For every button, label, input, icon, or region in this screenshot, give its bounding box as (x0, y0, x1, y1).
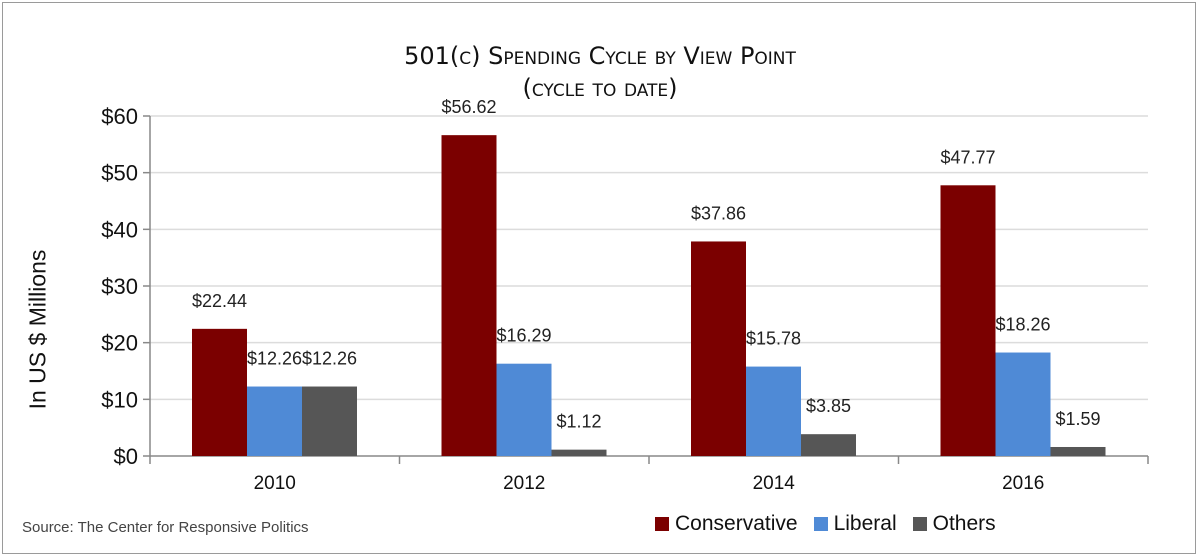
data-label: $18.26 (995, 315, 1050, 335)
bar-liberal-2014 (746, 366, 801, 456)
data-label: $47.77 (940, 147, 995, 167)
x-tick-label: 2010 (254, 473, 296, 494)
legend-label: Liberal (833, 512, 897, 535)
bar-conservative-2016 (940, 185, 996, 456)
bar-liberal-2010 (247, 386, 302, 456)
x-tick-label: 2014 (753, 473, 796, 494)
legend-swatch (912, 517, 927, 531)
bar-conservative-2012 (441, 135, 497, 457)
data-label: $16.29 (496, 326, 551, 346)
data-label: $1.59 (1055, 409, 1100, 429)
chart-title: 501(c) Spending Cycle by View Point (cyc… (0, 40, 1200, 104)
bar-others-2016 (1050, 446, 1106, 456)
data-label: $12.26 (302, 349, 357, 369)
bar-conservative-2010 (192, 328, 247, 456)
data-label: $12.26 (247, 349, 302, 369)
legend-item-liberal: Liberal (813, 512, 897, 536)
legend: Conservative Liberal Others (655, 512, 996, 536)
legend-label: Conservative (675, 512, 798, 535)
legend-swatch (655, 517, 669, 531)
legend-swatch (813, 517, 828, 531)
bar-conservative-2014 (691, 241, 746, 456)
legend-item-conservative: Conservative (655, 512, 798, 536)
x-tick-label: 2012 (503, 473, 545, 494)
bar-liberal-2012 (496, 363, 552, 456)
legend-item-others: Others (912, 512, 996, 536)
y-tick-label: $0 (114, 444, 138, 469)
legend-label: Others (932, 512, 996, 535)
y-tick-label: $30 (101, 274, 138, 299)
y-tick-label: $50 (101, 161, 138, 186)
y-tick-label: $10 (101, 387, 138, 412)
data-label: $1.12 (556, 412, 601, 432)
x-tick-label: 2016 (1002, 473, 1044, 494)
y-tick-label: $20 (101, 331, 138, 356)
bar-others-2010 (302, 386, 357, 456)
y-tick-label: $40 (101, 217, 138, 242)
subtitle-line: (cycle to date) (522, 74, 678, 102)
source-note: Source: The Center for Responsive Politi… (22, 519, 309, 536)
data-label: $3.85 (806, 396, 851, 416)
data-label: $56.62 (441, 97, 496, 117)
bar-liberal-2016 (995, 352, 1051, 456)
data-label: $37.86 (691, 203, 746, 223)
data-label: $22.44 (192, 291, 247, 311)
title-line: 501(c) Spending Cycle by View Point (404, 42, 796, 70)
bar-others-2014 (801, 434, 856, 456)
bar-others-2012 (551, 449, 607, 456)
y-tick-label: $60 (101, 104, 138, 129)
data-label: $15.78 (746, 329, 801, 349)
